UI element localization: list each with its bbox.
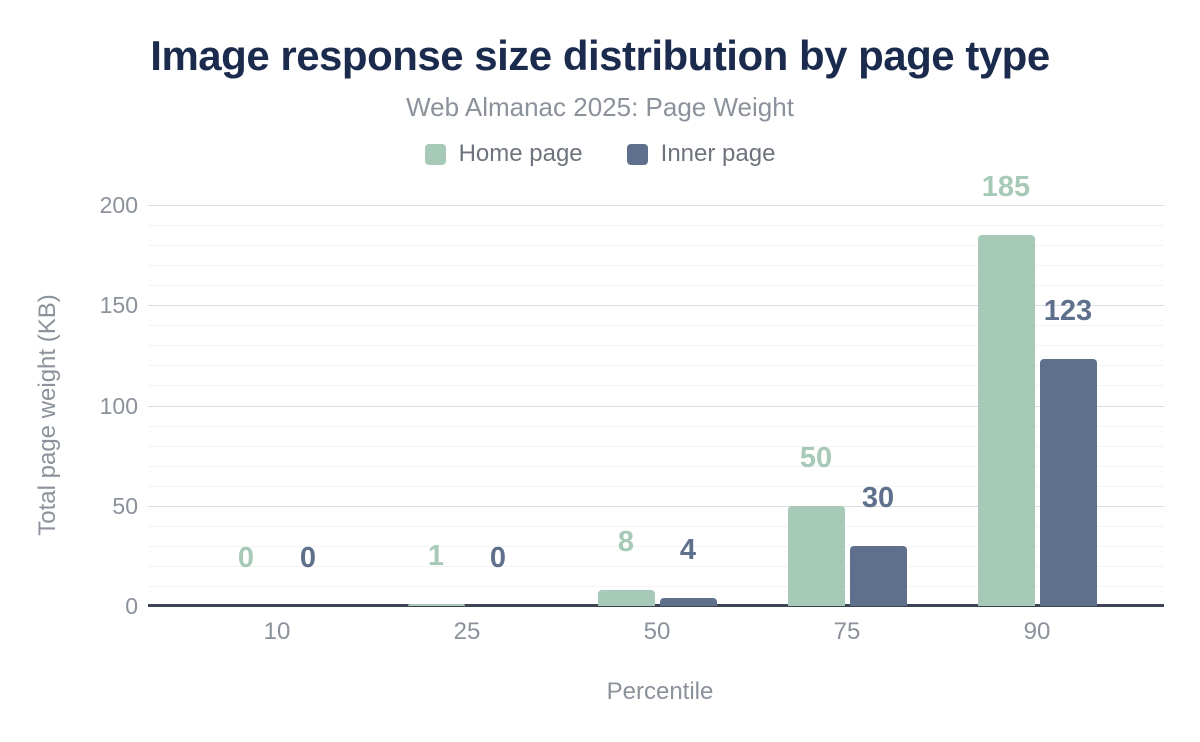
y-tick-label: 100: [99, 393, 138, 419]
gridline-minor: [148, 265, 1164, 266]
x-axis-title: Percentile: [606, 678, 714, 705]
bar-value-label: 1: [427, 540, 445, 572]
bar-home-page-p50: [598, 590, 655, 606]
legend-swatch-icon: [626, 143, 648, 165]
gridline-minor: [148, 466, 1164, 467]
bar-value-label: 185: [981, 171, 1031, 203]
gridline-minor: [148, 566, 1164, 567]
gridline-minor: [148, 285, 1164, 286]
legend-item-home-page: Home page: [424, 140, 583, 168]
gridline-major: [148, 205, 1164, 206]
y-axis-title: Total page weight (KB): [34, 294, 61, 536]
bar-home-page-p75: [788, 506, 845, 606]
x-tick-label: 90: [1023, 618, 1051, 645]
bar-value-label: 123: [1043, 295, 1093, 327]
gridline-minor: [148, 486, 1164, 487]
gridline-minor: [148, 225, 1164, 226]
bar-inner-page-p75: [850, 546, 907, 606]
bar-value-label: 0: [489, 542, 507, 574]
x-tick-label: 75: [833, 618, 861, 645]
legend: Home page Inner page: [0, 140, 1200, 168]
bar-home-page-p25: [408, 604, 465, 606]
y-tick-label: 0: [125, 593, 138, 619]
bar-inner-page-p50: [660, 598, 717, 606]
bar-value-label: 0: [299, 542, 317, 574]
gridline-minor: [148, 586, 1164, 587]
x-axis-line: [148, 604, 1164, 607]
legend-swatch-icon: [424, 143, 446, 165]
gridline-major: [148, 406, 1164, 407]
gridline-major: [148, 506, 1164, 507]
bar-home-page-p90: [978, 235, 1035, 606]
y-tick-label: 200: [99, 192, 138, 218]
legend-label: Home page: [458, 140, 583, 167]
y-tick-label: 50: [112, 493, 138, 519]
chart-subtitle: Web Almanac 2025: Page Weight: [406, 92, 794, 122]
bar-value-label: 8: [617, 526, 635, 558]
x-tick-label: 50: [643, 618, 671, 645]
gridline-minor: [148, 546, 1164, 547]
gridline-minor: [148, 365, 1164, 366]
x-tick-label: 25: [453, 618, 481, 645]
gridline-minor: [148, 526, 1164, 527]
gridline-minor: [148, 426, 1164, 427]
legend-label: Inner page: [660, 140, 776, 167]
x-tick-label: 10: [263, 618, 291, 645]
gridline-minor: [148, 325, 1164, 326]
bar-value-label: 4: [679, 534, 697, 566]
legend-item-inner-page: Inner page: [626, 140, 776, 168]
bar-inner-page-p90: [1040, 359, 1097, 606]
bar-value-label: 0: [237, 542, 255, 574]
gridline-major: [148, 305, 1164, 306]
gridline-minor: [148, 446, 1164, 447]
gridline-minor: [148, 345, 1164, 346]
gridline-minor: [148, 245, 1164, 246]
bar-value-label: 50: [799, 442, 833, 474]
bar-value-label: 30: [861, 482, 895, 514]
y-tick-label: 150: [99, 292, 138, 318]
gridline-minor: [148, 385, 1164, 386]
chart-title: Image response size distribution by page…: [150, 32, 1050, 79]
